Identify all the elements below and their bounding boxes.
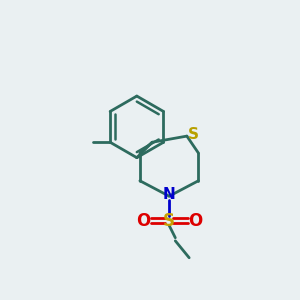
Text: S: S: [163, 212, 175, 230]
Text: S: S: [188, 127, 199, 142]
Text: N: N: [163, 187, 175, 202]
Text: O: O: [188, 212, 202, 230]
Text: O: O: [136, 212, 150, 230]
